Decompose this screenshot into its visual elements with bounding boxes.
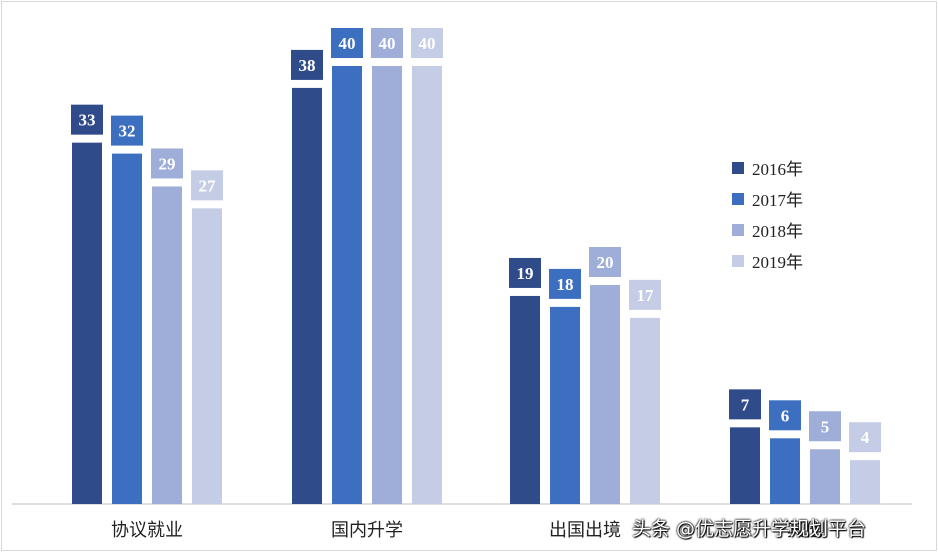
data-label-1-2: 40 [379, 34, 396, 53]
legend-swatch-2 [732, 223, 744, 236]
bar-0-2 [152, 186, 182, 504]
data-label-box-3-3 [849, 422, 881, 453]
data-label-box-1-0 [291, 49, 323, 80]
data-label-1-3: 40 [419, 34, 436, 53]
data-label-3-2: 5 [821, 417, 830, 436]
data-label-box-2-2 [589, 247, 621, 277]
data-label-0-1: 32 [119, 122, 136, 141]
data-label-box-2-1 [549, 268, 581, 299]
legend-item-0: 2016年 [732, 152, 803, 183]
bar-3-1 [770, 438, 800, 504]
data-label-box-1-1 [331, 28, 363, 58]
data-label-box-3-0 [729, 389, 761, 420]
bar-1-2 [372, 66, 402, 504]
legend-label-1: 2017年 [752, 191, 803, 210]
data-label-3-0: 7 [741, 395, 750, 414]
data-label-2-3: 17 [637, 286, 655, 305]
data-label-2-2: 20 [597, 253, 614, 272]
data-label-2-0: 19 [517, 264, 534, 283]
data-label-box-0-3 [191, 170, 223, 201]
bar-2-3 [630, 317, 660, 504]
bar-1-3 [412, 66, 442, 504]
data-label-box-0-2 [151, 148, 183, 179]
data-label-box-0-1 [111, 115, 143, 146]
data-label-box-2-0 [509, 257, 541, 288]
legend: 2016年 2017年 2018年 2019年 [732, 152, 803, 276]
data-label-box-3-1 [769, 400, 801, 431]
data-label-1-0: 38 [299, 56, 316, 75]
legend-item-2: 2018年 [732, 214, 803, 245]
data-label-box-1-2 [371, 28, 403, 58]
data-label-3-1: 6 [781, 406, 790, 425]
bar-0-0 [72, 142, 102, 504]
legend-label-3: 2019年 [752, 253, 803, 272]
watermark-caption: 头条 @优志愿升学规划平台 [632, 518, 867, 540]
bar-3-2 [810, 449, 840, 504]
bar-3-0 [730, 427, 760, 504]
category-label-2: 出国出境 [549, 520, 621, 541]
legend-item-3: 2019年 [732, 245, 803, 276]
legend-label-0: 2016年 [752, 160, 803, 179]
data-label-0-2: 29 [159, 154, 176, 173]
bar-2-0 [510, 295, 540, 504]
category-label-3: 其他 [787, 520, 823, 541]
data-label-0-0: 33 [79, 111, 96, 130]
bar-0-3 [192, 208, 222, 504]
legend-swatch-3 [732, 254, 744, 267]
data-label-0-3: 27 [199, 176, 217, 195]
data-label-1-1: 40 [339, 34, 356, 53]
category-label-1: 国内升学 [331, 520, 403, 541]
legend-label-2: 2018年 [752, 222, 803, 241]
bar-1-0 [292, 87, 322, 505]
data-label-box-3-2 [809, 411, 841, 442]
legend-swatch-0 [732, 161, 744, 174]
data-label-box-1-3 [411, 28, 443, 58]
legend-swatch-1 [732, 192, 744, 205]
bar-3-3 [850, 460, 880, 504]
legend-item-1: 2017年 [732, 183, 803, 214]
category-label-0: 协议就业 [111, 520, 183, 541]
bar-2-1 [550, 306, 580, 504]
data-label-box-2-3 [629, 279, 661, 310]
bar-0-1 [112, 153, 142, 504]
bar-1-1 [332, 66, 362, 504]
data-label-2-1: 18 [557, 275, 574, 294]
data-label-box-0-0 [71, 104, 103, 135]
bar-2-2 [590, 285, 620, 504]
data-label-3-3: 4 [861, 428, 870, 447]
